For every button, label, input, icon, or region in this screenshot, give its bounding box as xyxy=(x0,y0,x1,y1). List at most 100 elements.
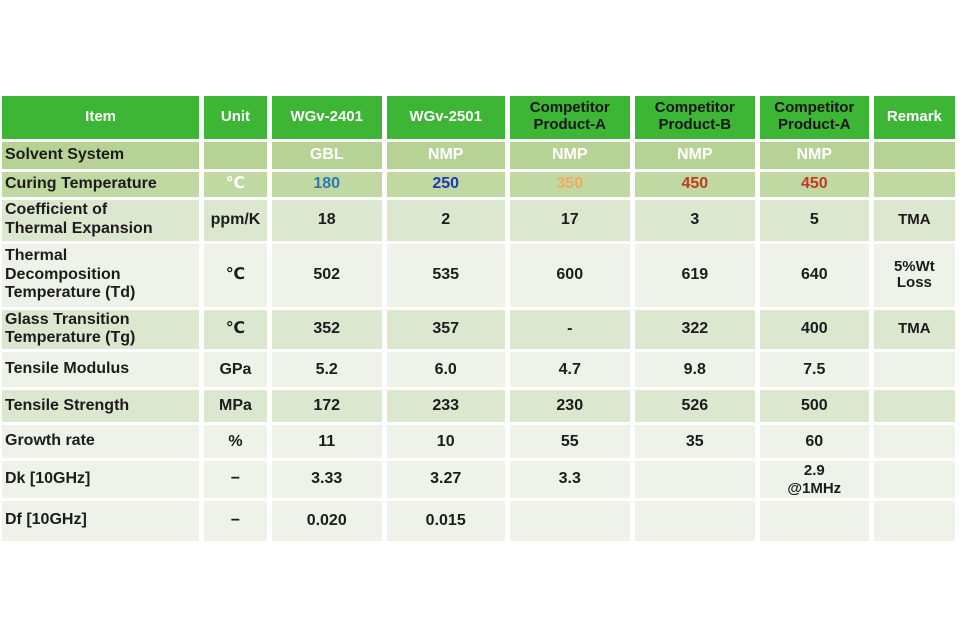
unit-cell xyxy=(201,140,272,172)
value-cell: 6.0 xyxy=(384,350,510,391)
value-cell: 2.9 @1MHz xyxy=(757,459,874,501)
remark-cell xyxy=(871,140,955,172)
value-cell: 3 xyxy=(632,198,760,244)
unit-cell: % xyxy=(201,423,272,462)
column-header-wgv-2401: WGv-2401 xyxy=(269,96,387,142)
row-glass-transition-temperature: Glass Transition Temperature (Tg) ℃ 352 … xyxy=(2,308,955,353)
item-label-cell: Tensile Strength xyxy=(2,388,205,426)
value-cell: NMP xyxy=(632,140,760,172)
value-cell: 18 xyxy=(269,198,387,244)
value-cell: 500 xyxy=(757,388,874,426)
remark-cell xyxy=(871,499,955,544)
unit-cell: ppm/K xyxy=(201,198,272,244)
value-cell: 3.3 xyxy=(507,459,635,501)
row-curing-temperature: Curing Temperature ℃ 180 250 350 450 450 xyxy=(2,170,955,200)
remark-cell xyxy=(871,170,955,200)
remark-cell: TMA xyxy=(871,198,955,244)
unit-cell: MPa xyxy=(201,388,272,426)
item-label-cell: Coefficient of Thermal Expansion xyxy=(2,198,205,244)
column-header-unit: Unit xyxy=(201,96,272,142)
value-cell: 619 xyxy=(632,242,760,310)
remark-cell: TMA xyxy=(871,308,955,353)
item-label-cell: Glass Transition Temperature (Tg) xyxy=(2,308,205,353)
value-cell: 400 xyxy=(757,308,874,353)
value-cell: 535 xyxy=(384,242,510,310)
value-cell: 2 xyxy=(384,198,510,244)
value-cell: 9.8 xyxy=(632,350,760,391)
value-cell: 0.020 xyxy=(269,499,387,544)
value-cell: 450 xyxy=(632,170,760,200)
value-cell: 640 xyxy=(757,242,874,310)
value-cell: 35 xyxy=(632,423,760,462)
value-cell: 55 xyxy=(507,423,635,462)
value-cell xyxy=(507,499,635,544)
value-cell: 450 xyxy=(757,170,874,200)
unit-cell: − xyxy=(201,499,272,544)
row-tensile-modulus: Tensile Modulus GPa 5.2 6.0 4.7 9.8 7.5 xyxy=(2,350,955,391)
value-cell: 7.5 xyxy=(757,350,874,391)
column-header-item: Item xyxy=(2,96,205,142)
unit-cell: GPa xyxy=(201,350,272,391)
value-cell: 502 xyxy=(269,242,387,310)
remark-cell xyxy=(871,423,955,462)
value-cell: 0.015 xyxy=(384,499,510,544)
value-cell: 11 xyxy=(269,423,387,462)
value-cell: 3.27 xyxy=(384,459,510,501)
row-coefficient-thermal-expansion: Coefficient of Thermal Expansion ppm/K 1… xyxy=(2,198,955,244)
value-cell: 172 xyxy=(269,388,387,426)
item-label-cell: Df [10GHz] xyxy=(2,499,205,544)
column-header-competitor-product-b: Competitor Product-B xyxy=(632,96,760,142)
value-cell: GBL xyxy=(269,140,387,172)
row-solvent-system: Solvent System GBL NMP NMP NMP NMP xyxy=(2,140,955,172)
value-cell xyxy=(757,499,874,544)
value-cell: 3.33 xyxy=(269,459,387,501)
column-header-competitor-product-a2: Competitor Product-A xyxy=(757,96,874,142)
header-row: Item Unit WGv-2401 WGv-2501 Competitor P… xyxy=(2,96,955,142)
item-label-cell: Curing Temperature xyxy=(2,170,205,200)
value-cell: 10 xyxy=(384,423,510,462)
column-header-remark: Remark xyxy=(871,96,955,142)
value-cell: 17 xyxy=(507,198,635,244)
unit-cell: ℃ xyxy=(201,308,272,353)
value-cell: NMP xyxy=(384,140,510,172)
value-cell: 233 xyxy=(384,388,510,426)
product-comparison-table: Item Unit WGv-2401 WGv-2501 Competitor P… xyxy=(2,96,955,544)
remark-cell xyxy=(871,350,955,391)
row-df-10ghz: Df [10GHz] − 0.020 0.015 xyxy=(2,499,955,544)
value-cell: 5.2 xyxy=(269,350,387,391)
value-cell: NMP xyxy=(507,140,635,172)
row-growth-rate: Growth rate % 11 10 55 35 60 xyxy=(2,423,955,462)
row-thermal-decomposition-temperature: Thermal Decomposition Temperature (Td) ℃… xyxy=(2,242,955,310)
value-cell: 600 xyxy=(507,242,635,310)
value-cell: 357 xyxy=(384,308,510,353)
unit-cell: ℃ xyxy=(201,170,272,200)
value-cell: 4.7 xyxy=(507,350,635,391)
value-cell: 230 xyxy=(507,388,635,426)
value-cell: - xyxy=(507,308,635,353)
value-cell xyxy=(632,499,760,544)
item-label-cell: Growth rate xyxy=(2,423,205,462)
remark-cell xyxy=(871,459,955,501)
item-label-cell: Solvent System xyxy=(2,140,205,172)
remark-cell: 5%Wt Loss xyxy=(871,242,955,310)
value-cell: 250 xyxy=(384,170,510,200)
remark-cell xyxy=(871,388,955,426)
row-dk-10ghz: Dk [10GHz] − 3.33 3.27 3.3 2.9 @1MHz xyxy=(2,459,955,501)
value-cell: 322 xyxy=(632,308,760,353)
item-label-cell: Tensile Modulus xyxy=(2,350,205,391)
column-header-wgv-2501: WGv-2501 xyxy=(384,96,510,142)
item-label-cell: Dk [10GHz] xyxy=(2,459,205,501)
row-tensile-strength: Tensile Strength MPa 172 233 230 526 500 xyxy=(2,388,955,426)
value-cell: 526 xyxy=(632,388,760,426)
value-cell xyxy=(632,459,760,501)
value-cell: NMP xyxy=(757,140,874,172)
column-header-competitor-product-a: Competitor Product-A xyxy=(507,96,635,142)
item-label-cell: Thermal Decomposition Temperature (Td) xyxy=(2,242,205,310)
unit-cell: ℃ xyxy=(201,242,272,310)
value-cell: 352 xyxy=(269,308,387,353)
value-cell: 60 xyxy=(757,423,874,462)
value-cell: 350 xyxy=(507,170,635,200)
unit-cell: − xyxy=(201,459,272,501)
value-cell: 5 xyxy=(757,198,874,244)
